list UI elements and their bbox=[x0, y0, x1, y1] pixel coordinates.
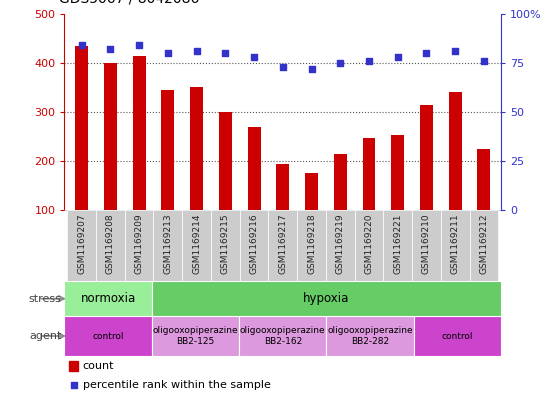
Text: hypoxia: hypoxia bbox=[304, 292, 349, 305]
Bar bbox=[161, 90, 174, 210]
Bar bbox=[362, 138, 375, 210]
Point bbox=[164, 50, 172, 56]
Bar bbox=[182, 210, 211, 281]
Bar bbox=[152, 281, 501, 316]
Bar bbox=[248, 127, 260, 210]
Bar bbox=[67, 210, 96, 281]
Text: stress: stress bbox=[29, 294, 62, 304]
Bar bbox=[297, 210, 326, 281]
Point bbox=[221, 50, 230, 56]
Point bbox=[422, 50, 431, 56]
Bar bbox=[211, 210, 240, 281]
Bar bbox=[64, 316, 152, 356]
Bar bbox=[96, 210, 125, 281]
Text: oligooxopiperazine
BB2-125: oligooxopiperazine BB2-125 bbox=[153, 326, 238, 346]
Text: GSM1169216: GSM1169216 bbox=[250, 214, 259, 274]
Bar bbox=[75, 46, 88, 210]
Bar bbox=[69, 361, 78, 371]
Text: GSM1169214: GSM1169214 bbox=[192, 214, 201, 274]
Point bbox=[77, 42, 86, 48]
Text: percentile rank within the sample: percentile rank within the sample bbox=[83, 380, 270, 390]
Point bbox=[307, 66, 316, 72]
Bar bbox=[153, 210, 182, 281]
Bar bbox=[412, 210, 441, 281]
Bar bbox=[64, 281, 152, 316]
Text: GSM1169213: GSM1169213 bbox=[164, 214, 172, 274]
Text: GSM1169211: GSM1169211 bbox=[451, 214, 460, 274]
Point bbox=[69, 382, 78, 388]
Text: GSM1169219: GSM1169219 bbox=[336, 214, 345, 274]
Point bbox=[393, 54, 402, 60]
Text: GSM1169207: GSM1169207 bbox=[77, 214, 86, 274]
Text: count: count bbox=[83, 361, 114, 371]
Point bbox=[336, 60, 345, 66]
Bar bbox=[391, 135, 404, 210]
Bar bbox=[268, 210, 297, 281]
Text: GSM1169208: GSM1169208 bbox=[106, 214, 115, 274]
Bar bbox=[219, 112, 232, 210]
Text: GSM1169221: GSM1169221 bbox=[393, 214, 402, 274]
Point bbox=[365, 58, 374, 64]
Bar bbox=[239, 316, 326, 356]
Bar bbox=[125, 210, 153, 281]
Bar bbox=[190, 87, 203, 210]
Bar bbox=[240, 210, 268, 281]
Bar bbox=[133, 55, 146, 210]
Bar bbox=[420, 105, 433, 210]
Bar bbox=[305, 173, 318, 210]
Text: oligooxopiperazine
BB2-162: oligooxopiperazine BB2-162 bbox=[240, 326, 325, 346]
Bar bbox=[449, 92, 461, 210]
Bar bbox=[152, 316, 239, 356]
Point bbox=[134, 42, 143, 48]
Text: GSM1169212: GSM1169212 bbox=[479, 214, 488, 274]
Text: GSM1169218: GSM1169218 bbox=[307, 214, 316, 274]
Bar bbox=[334, 154, 347, 210]
Text: control: control bbox=[92, 332, 124, 340]
Text: GSM1169217: GSM1169217 bbox=[278, 214, 287, 274]
Point bbox=[106, 46, 115, 52]
Bar bbox=[276, 163, 290, 210]
Point bbox=[250, 54, 259, 60]
Text: agent: agent bbox=[29, 331, 62, 341]
Text: GSM1169209: GSM1169209 bbox=[134, 214, 143, 274]
Point bbox=[278, 64, 287, 70]
Bar bbox=[478, 149, 491, 210]
Text: normoxia: normoxia bbox=[81, 292, 136, 305]
Bar bbox=[326, 210, 354, 281]
Text: GSM1169220: GSM1169220 bbox=[365, 214, 374, 274]
Bar bbox=[326, 316, 414, 356]
Bar bbox=[470, 210, 498, 281]
Text: oligooxopiperazine
BB2-282: oligooxopiperazine BB2-282 bbox=[328, 326, 413, 346]
Bar bbox=[104, 63, 117, 210]
Bar bbox=[441, 210, 470, 281]
Bar bbox=[354, 210, 384, 281]
Point bbox=[451, 48, 460, 54]
Text: GSM1169210: GSM1169210 bbox=[422, 214, 431, 274]
Point bbox=[479, 58, 488, 64]
Text: GDS5067 / 8042086: GDS5067 / 8042086 bbox=[59, 0, 199, 6]
Point bbox=[192, 48, 201, 54]
Bar bbox=[384, 210, 412, 281]
Bar bbox=[414, 316, 501, 356]
Text: GSM1169215: GSM1169215 bbox=[221, 214, 230, 274]
Text: control: control bbox=[442, 332, 473, 340]
